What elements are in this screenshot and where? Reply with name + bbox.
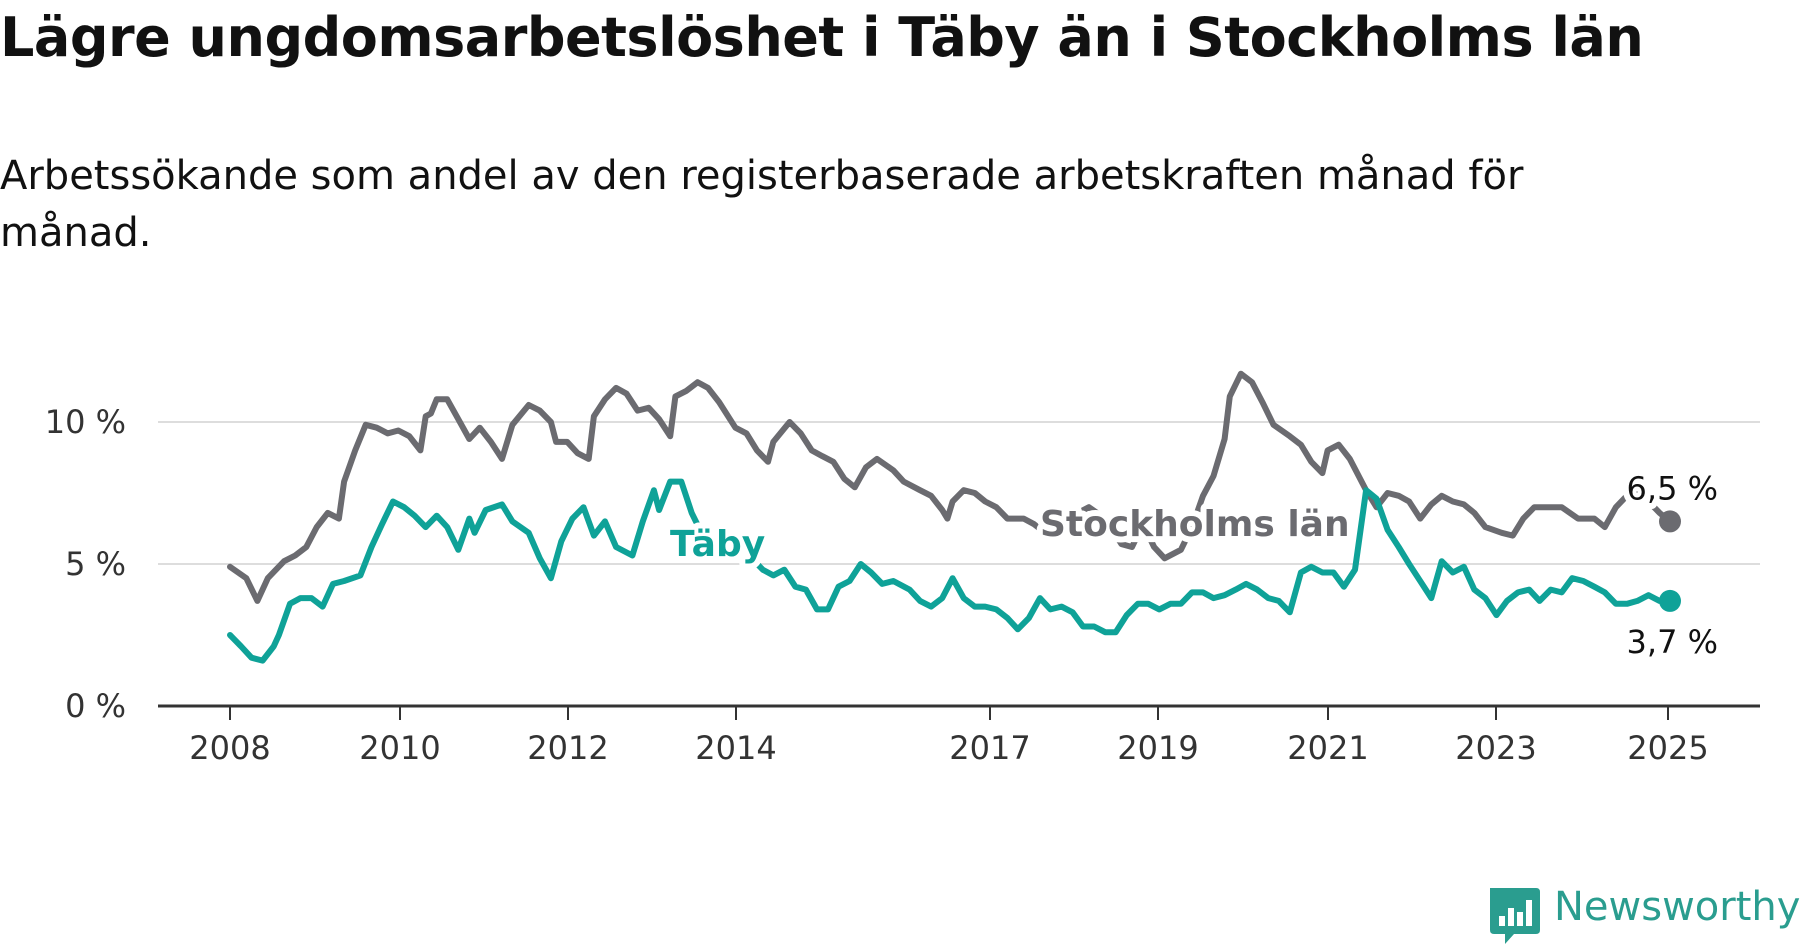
y-axis-tick-labels: 0 % 5 % 10 % — [45, 403, 126, 725]
y-tick-label: 5 % — [65, 545, 126, 583]
series-line-stockholms-lan — [227, 370, 1673, 604]
newsworthy-logo: Newsworthy — [1484, 882, 1800, 948]
y-tick-label: 0 % — [65, 687, 126, 725]
x-tick-label: 2021 — [1287, 729, 1368, 767]
x-tick-label: 2025 — [1627, 729, 1708, 767]
series-label-stockholms-lan-halo: Stockholms län — [1040, 504, 1350, 545]
x-tick-label: 2019 — [1117, 729, 1198, 767]
x-tick-label: 2010 — [359, 729, 440, 767]
series-line-taby — [227, 478, 1673, 664]
series-label-taby-halo: Täby — [670, 524, 765, 565]
newsworthy-logo-text: Newsworthy — [1554, 884, 1800, 930]
end-value-label-taby-halo: 3,7 % — [1627, 623, 1718, 661]
x-tick-label: 2008 — [189, 729, 270, 767]
series-label-taby: Täby — [670, 524, 765, 565]
end-value-label-stockholms-lan-halo: 6,5 % — [1627, 469, 1718, 507]
series-end-marker — [1659, 589, 1681, 612]
series-end-marker — [1659, 510, 1681, 533]
newsworthy-logo-icon — [1490, 888, 1540, 944]
y-tick-label: 10 % — [45, 403, 126, 441]
x-tick-label: 2014 — [695, 729, 776, 767]
end-value-label-taby: 3,7 % — [1627, 623, 1718, 661]
x-tick-label: 2012 — [527, 729, 608, 767]
end-value-label-stockholms-lan: 6,5 % — [1627, 469, 1718, 507]
series-lines — [227, 370, 1681, 664]
x-tick-label: 2023 — [1455, 729, 1536, 767]
series-label-stockholms-lan: Stockholms län — [1040, 504, 1350, 545]
chart-title: Lägre ungdomsarbetslöshet i Täby än i St… — [0, 6, 1644, 69]
x-axis-ticks: 2008 2010 2012 2014 2017 2019 2021 2023 2025 — [189, 706, 1709, 767]
x-tick-label: 2017 — [949, 729, 1030, 767]
chart-subtitle: Arbetssökande som andel av den registerb… — [0, 153, 1524, 256]
